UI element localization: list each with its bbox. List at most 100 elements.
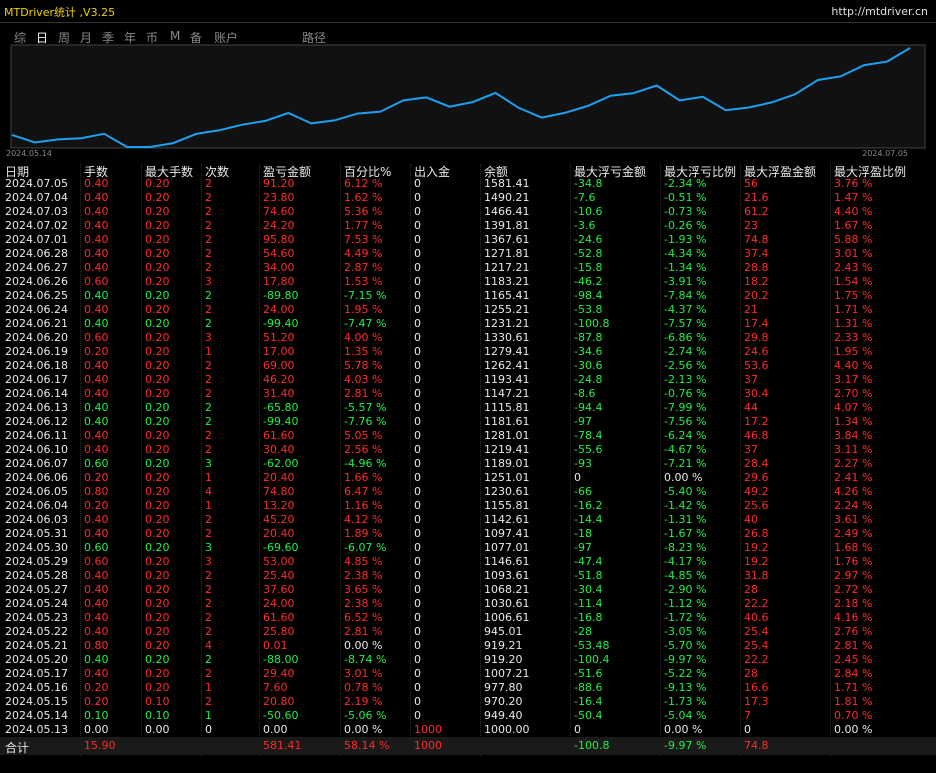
table-cell: 23 [744, 219, 758, 232]
table-cell: 0.20 [145, 233, 170, 246]
table-cell: 74.80 [263, 485, 295, 498]
table-cell: 0.40 [84, 261, 109, 274]
tab[interactable]: 综 [14, 31, 27, 45]
table-cell: 53.6 [744, 359, 769, 372]
tab[interactable]: 周 [58, 31, 71, 45]
table-cell: 2024.06.26 [5, 275, 68, 288]
table-cell: 1255.21 [484, 303, 530, 316]
table-cell: -0.73 % [664, 205, 707, 218]
table-cell: 0 [414, 205, 421, 218]
table-cell: 0 [574, 723, 581, 736]
tab[interactable]: 年 [124, 31, 137, 45]
table-cell: 1466.41 [484, 205, 530, 218]
table-cell: 5.88 % [834, 233, 873, 246]
table-cell: 0 [574, 471, 581, 484]
chart-frame [10, 44, 926, 149]
table-cell: 0.40 [84, 569, 109, 582]
table-cell: 0.70 % [834, 709, 873, 722]
table-cell: 29.8 [744, 331, 769, 344]
table-cell: 0.40 [84, 219, 109, 232]
table-cell: 2024.06.24 [5, 303, 68, 316]
table-cell: 0 [414, 443, 421, 456]
tab[interactable]: 路径 [302, 31, 327, 45]
tab[interactable]: 日 [36, 31, 49, 45]
table-cell: 0.20 [145, 289, 170, 302]
table-cell: 61.60 [263, 429, 295, 442]
table-cell: 7 [744, 709, 751, 722]
table-cell: 6.47 % [344, 485, 383, 498]
table-cell: 95.80 [263, 233, 295, 246]
table-cell: 0 [414, 359, 421, 372]
table-cell: 28 [744, 667, 758, 680]
table-cell: -16.8 [574, 611, 603, 624]
table-cell: 2024.06.28 [5, 247, 68, 260]
table-cell: 4.00 % [344, 331, 383, 344]
table-cell: 5.36 % [344, 205, 383, 218]
table-cell: 0 [414, 569, 421, 582]
table-cell: 1.16 % [344, 499, 383, 512]
table-cell: -7.57 % [664, 317, 707, 330]
total-cell: 58.14 % [344, 739, 390, 752]
table-cell: 1330.61 [484, 331, 530, 344]
table-cell: -16.4 [574, 695, 603, 708]
table-cell: 0 [414, 667, 421, 680]
column-header: 最大浮亏比例 [664, 165, 737, 179]
column-divider [141, 164, 142, 756]
table-cell: 26.8 [744, 527, 769, 540]
column-header: 手数 [84, 165, 109, 179]
table-cell: 1146.61 [484, 555, 530, 568]
column-header: 最大浮盈金额 [744, 165, 817, 179]
table-cell: 17.00 [263, 345, 295, 358]
table-cell: -89.80 [263, 289, 299, 302]
table-cell: 0.20 [84, 695, 109, 708]
table-cell: 1.76 % [834, 555, 873, 568]
table-cell: 4.85 % [344, 555, 383, 568]
table-cell: 2024.05.14 [5, 709, 68, 722]
table-cell: 1262.41 [484, 359, 530, 372]
table-cell: 1.67 % [834, 219, 873, 232]
table-cell: -34.6 [574, 345, 603, 358]
tab[interactable]: 账户 [214, 31, 239, 45]
table-cell: 1006.61 [484, 611, 530, 624]
table-cell: 0 [414, 219, 421, 232]
tab[interactable]: 季 [102, 31, 115, 45]
table-cell: 0.20 [145, 625, 170, 638]
tab[interactable]: M [170, 29, 181, 43]
table-cell: 0 [414, 583, 421, 596]
column-header: 百分比% [344, 165, 392, 179]
column-divider [570, 164, 571, 756]
table-cell: 2024.06.07 [5, 457, 68, 470]
site-link[interactable]: http://mtdriver.cn [831, 5, 928, 18]
table-cell: 0.20 [145, 597, 170, 610]
table-cell: 30.4 [744, 387, 769, 400]
table-cell: -7.56 % [664, 415, 707, 428]
table-cell: 28.8 [744, 261, 769, 274]
table-cell: -1.31 % [664, 513, 707, 526]
table-cell: 24.00 [263, 597, 295, 610]
tab[interactable]: 币 [146, 31, 159, 45]
column-header: 最大手数 [145, 165, 194, 179]
table-cell: 2.19 % [344, 695, 383, 708]
table-cell: 0.60 [84, 331, 109, 344]
table-cell: 2 [205, 191, 212, 204]
table-cell: 0.40 [84, 177, 109, 190]
table-cell: 2.41 % [834, 471, 873, 484]
table-cell: -2.13 % [664, 373, 707, 386]
table-cell: 0.20 [145, 177, 170, 190]
table-cell: 1.95 % [344, 303, 383, 316]
table-cell: 0.20 [145, 415, 170, 428]
table-cell: 1.31 % [834, 317, 873, 330]
column-divider [480, 164, 481, 756]
table-cell: 1490.21 [484, 191, 530, 204]
table-cell: -24.8 [574, 373, 603, 386]
table-cell: 0.20 [145, 667, 170, 680]
tab[interactable]: 备 [190, 31, 203, 45]
table-cell: 0 [414, 639, 421, 652]
table-cell: 0 [414, 485, 421, 498]
table-cell: 0.20 [145, 681, 170, 694]
table-cell: -88.00 [263, 653, 299, 666]
table-cell: -5.04 % [664, 709, 707, 722]
table-cell: 0.40 [84, 625, 109, 638]
table-cell: 1 [205, 709, 212, 722]
tab[interactable]: 月 [80, 31, 93, 45]
